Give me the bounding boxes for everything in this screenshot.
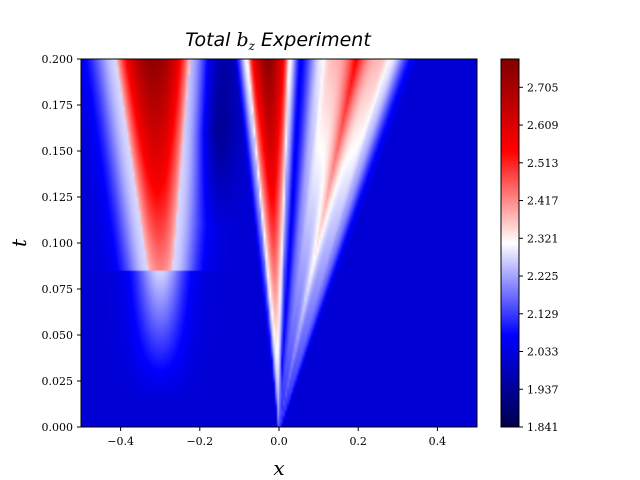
- y-axis-label: t: [7, 238, 31, 247]
- x-axis: −0.4 −0.2 0.0 0.2 0.4: [107, 427, 446, 448]
- y-tick-label: 0.000: [42, 421, 74, 434]
- x-tick-label: 0.2: [349, 435, 367, 448]
- y-tick-label: 0.050: [42, 329, 74, 342]
- colorbar-tick-label: 2.513: [527, 157, 559, 170]
- chart-title-symbol: b: [236, 29, 248, 51]
- colorbar-tick-label: 2.129: [527, 308, 559, 321]
- x-tick-label: 0.0: [270, 435, 288, 448]
- colorbar-tick-label: 2.417: [527, 195, 559, 208]
- heatmap-area: [81, 59, 477, 427]
- y-tick-label: 0.200: [42, 53, 74, 66]
- colorbar-axis: 1.841 1.937 2.033 2.129 2.225 2.321 2.417 2.513…: [519, 81, 559, 434]
- colorbar-tick-label: 2.321: [527, 232, 559, 245]
- y-tick-label: 0.100: [42, 237, 74, 250]
- y-tick-label: 0.025: [42, 375, 74, 388]
- y-tick-label: 0.175: [42, 99, 74, 112]
- y-tick-label: 0.125: [42, 191, 74, 204]
- colorbar-tick-label: 2.033: [527, 346, 559, 359]
- colorbar: [500, 58, 520, 428]
- heatmap-image: [81, 59, 477, 427]
- x-tick-label: −0.2: [186, 435, 213, 448]
- chart-title-suffix: Experiment: [255, 29, 372, 51]
- chart-title-prefix: Total: [185, 29, 236, 51]
- colorbar-tick-label: 2.609: [527, 119, 559, 132]
- x-tick-label: −0.4: [107, 435, 134, 448]
- colorbar-tick-label: 2.225: [527, 270, 559, 283]
- colorbar-tick-label: 2.705: [527, 81, 559, 94]
- y-tick-label: 0.150: [42, 145, 74, 158]
- y-tick-label: 0.075: [42, 283, 74, 296]
- chart-title: Total bz Experiment: [185, 29, 372, 53]
- y-axis: 0.000 0.025 0.050 0.075 0.100 0.125 0.150 0.175…: [42, 53, 81, 434]
- x-tick-label: 0.4: [429, 435, 447, 448]
- colorbar-tick-label: 1.937: [527, 383, 559, 396]
- x-axis-label: x: [273, 456, 284, 480]
- chart-title-subscript: z: [248, 39, 256, 53]
- colorbar-tick-label: 1.841: [527, 421, 559, 434]
